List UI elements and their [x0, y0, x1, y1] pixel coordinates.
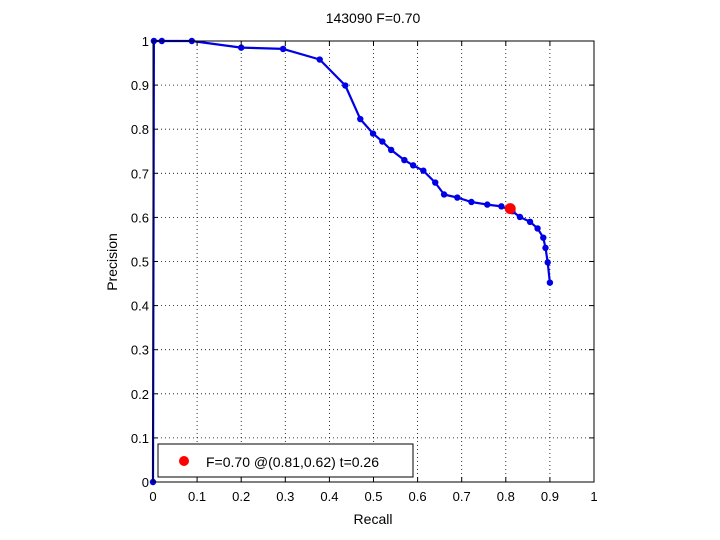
- pr-curve-point: [316, 56, 323, 63]
- y-tick-label: 0.9: [131, 78, 149, 93]
- y-tick-label: 0.8: [131, 122, 149, 137]
- pr-curve-point: [401, 156, 408, 164]
- pr-curve-point: [342, 82, 349, 89]
- y-tick-label: 0.4: [131, 299, 149, 314]
- y-tick-label: 0.3: [131, 343, 149, 358]
- legend-marker: [179, 456, 189, 466]
- pr-curve-point: [387, 146, 395, 154]
- pr-curve-point: [542, 244, 549, 252]
- pr-curve-point: [454, 194, 461, 201]
- pr-curve-point: [420, 167, 427, 174]
- y-tick-label: 0: [142, 475, 149, 490]
- pr-curve-point: [484, 201, 491, 208]
- chart-title: 143090 F=0.70: [326, 10, 421, 26]
- legend-box: [157, 443, 414, 478]
- y-tick-label: 0.6: [131, 210, 149, 225]
- x-tick-label: 1: [590, 489, 597, 504]
- x-tick-label: 0.5: [364, 489, 382, 504]
- series-layer: [149, 37, 554, 486]
- x-tick-label: 0.4: [320, 489, 338, 504]
- pr-curve-point: [546, 279, 554, 286]
- y-tick-label: 0.5: [131, 255, 149, 270]
- x-tick-label: 0.2: [232, 489, 250, 504]
- pr-curve-point: [540, 234, 547, 241]
- best-f-marker: [504, 203, 516, 215]
- x-tick-label: 0.9: [541, 489, 559, 504]
- pr-curve-point: [238, 44, 245, 51]
- y-tick-label: 1: [142, 34, 149, 49]
- y-tick-label: 0.1: [131, 431, 149, 446]
- pr-curve-point: [432, 179, 439, 186]
- x-axis-label: Recall: [354, 511, 393, 527]
- pr-curve-point: [468, 198, 475, 206]
- x-tick-label: 0.7: [453, 489, 471, 504]
- legend: F=0.70 @(0.81,0.62) t=0.26: [157, 443, 414, 478]
- pr-curve-point: [544, 259, 551, 266]
- legend-label: F=0.70 @(0.81,0.62) t=0.26: [206, 454, 379, 470]
- ticks: 0 0.1 0.2 0.3 0.4 0.5 0.6 0.7 0.8 0.9 1 0 0.1 0.2 0.3 0…: [131, 34, 598, 504]
- pr-curve-point: [440, 191, 448, 198]
- pr-curve-point: [369, 130, 377, 137]
- x-tick-label: 0.8: [497, 489, 515, 504]
- pr-curve-point: [279, 45, 287, 53]
- pr-curve-point: [379, 138, 386, 145]
- pr-curve-point: [534, 225, 541, 232]
- pr-curve-point: [409, 162, 417, 169]
- x-tick-label: 0.6: [409, 489, 427, 504]
- y-tick-label: 0.2: [131, 387, 149, 402]
- y-axis-label: Precision: [104, 233, 120, 291]
- x-tick-label: 0.1: [188, 489, 206, 504]
- pr-curve-point: [498, 203, 505, 210]
- pr-curve-point: [526, 218, 534, 226]
- y-tick-label: 0.7: [131, 166, 149, 181]
- pr-curve-point: [516, 213, 524, 221]
- pr-curve-point: [357, 115, 364, 123]
- x-tick-label: 0.3: [276, 489, 294, 504]
- x-tick-label: 0: [149, 489, 156, 504]
